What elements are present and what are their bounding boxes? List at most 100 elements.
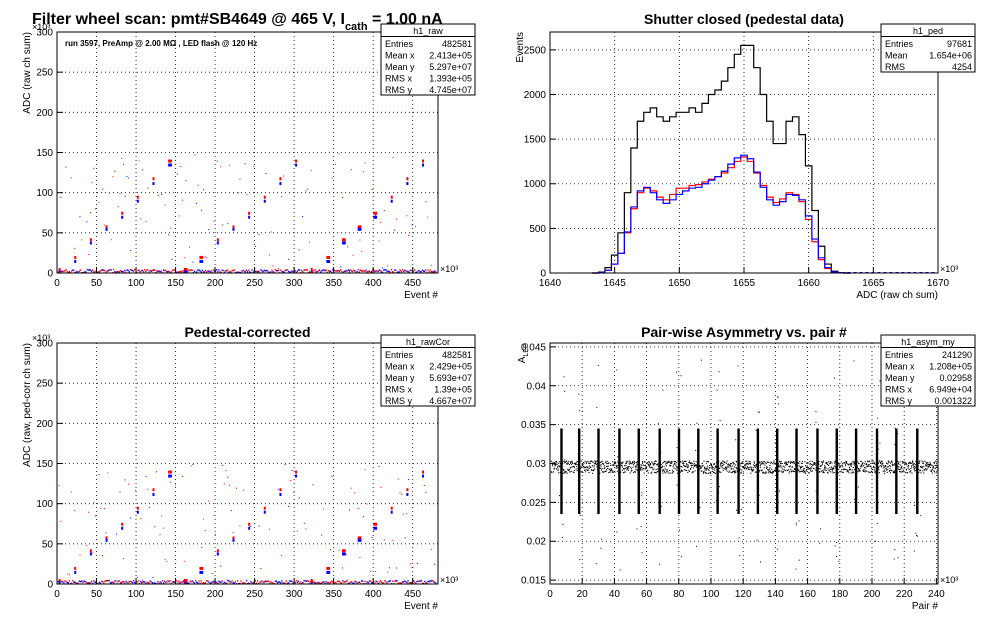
level-point-blue [232,227,235,231]
asym-point [749,463,751,465]
asym-point [888,461,890,463]
asym-outlier [815,421,817,423]
scatter-point [255,245,257,247]
scatter-point [364,162,366,164]
asym-point [609,464,612,466]
asym-point [860,464,862,466]
asym-points [550,359,938,571]
baseline-point [200,580,202,582]
asym-point [766,466,768,469]
baseline-point [294,581,296,584]
scatter-point [206,257,208,259]
asym-point [584,466,586,468]
asym-point [615,461,617,463]
asym-point [708,469,710,471]
asym-point [611,464,613,466]
scatter-point [408,479,410,481]
asym-point [693,460,695,462]
asym-point [649,463,652,465]
asym-point [700,467,702,469]
baseline-point [165,269,167,272]
baseline-point [197,269,199,271]
asym-point [901,466,903,468]
asym-point [866,465,868,467]
baseline-point [188,582,190,585]
asym-point [798,465,800,467]
level-point-red [359,225,362,229]
baseline-point [123,271,125,273]
asym-point [868,471,870,473]
asym-point [704,467,706,469]
baseline-point [190,580,192,583]
asym-point [826,463,829,466]
baseline-point [400,582,403,584]
asym-point [927,466,929,468]
baseline-point [224,270,227,272]
asym-outlier [833,377,835,379]
asym-point [791,470,793,472]
asym-point [777,465,779,467]
asym-point [754,467,756,469]
baseline-point [190,269,192,271]
asym-point [576,466,578,468]
scatter-point [169,481,171,483]
baseline-point [358,581,360,584]
asym-point [790,461,792,463]
asym-point [813,462,815,464]
asym-point [849,468,851,470]
baseline-point [85,271,87,274]
asym-point [572,462,574,465]
scatter-point [284,464,286,466]
asym-point [844,465,847,467]
asym-outlier [699,507,701,509]
scatter-point [182,475,184,477]
baseline-point [292,270,294,273]
asym-point [563,462,565,464]
asym-point [550,460,552,462]
baseline-point [98,581,100,584]
asym-point [806,466,808,468]
baseline-point [420,270,422,273]
asym-point [933,470,935,472]
asym-point [856,465,858,467]
asym-outlier [798,559,800,561]
level-point-blue [422,474,425,478]
asym-point [693,464,695,466]
baseline-point [424,270,426,273]
asym-point [669,461,671,464]
level-point-red [406,177,409,181]
x-axis-label: Pair # [912,601,939,612]
asym-point [686,466,688,468]
baseline-point [254,270,256,273]
asym-spike [637,428,640,515]
asym-point [784,462,786,464]
asym-point [743,467,745,469]
baseline-point [124,269,126,272]
baseline-point [145,270,147,273]
scatter-point [258,525,260,527]
y-tick-label: 150 [36,148,53,159]
asym-point [680,465,682,468]
baseline-point [384,579,386,582]
asym-point [892,465,894,467]
x-multiplier: ×10³ [440,575,458,585]
asym-point [644,464,647,466]
x-tick-label: 1640 [539,278,562,289]
baseline-point [131,581,134,584]
asym-point [874,467,876,469]
baseline-point [67,271,69,274]
asym-outlier [778,403,780,405]
scatter-point [89,212,91,214]
asym-outlier [877,448,879,450]
asym-point [590,469,592,471]
scatter-point [140,518,142,520]
asym-outlier [660,505,662,507]
asym-point [802,461,804,463]
baseline-point [251,581,253,584]
asym-point [794,471,796,473]
asym-point [589,465,591,467]
asym-point [880,465,882,467]
asym-point [568,464,570,466]
baseline-point [185,580,187,582]
asym-point [613,461,616,463]
